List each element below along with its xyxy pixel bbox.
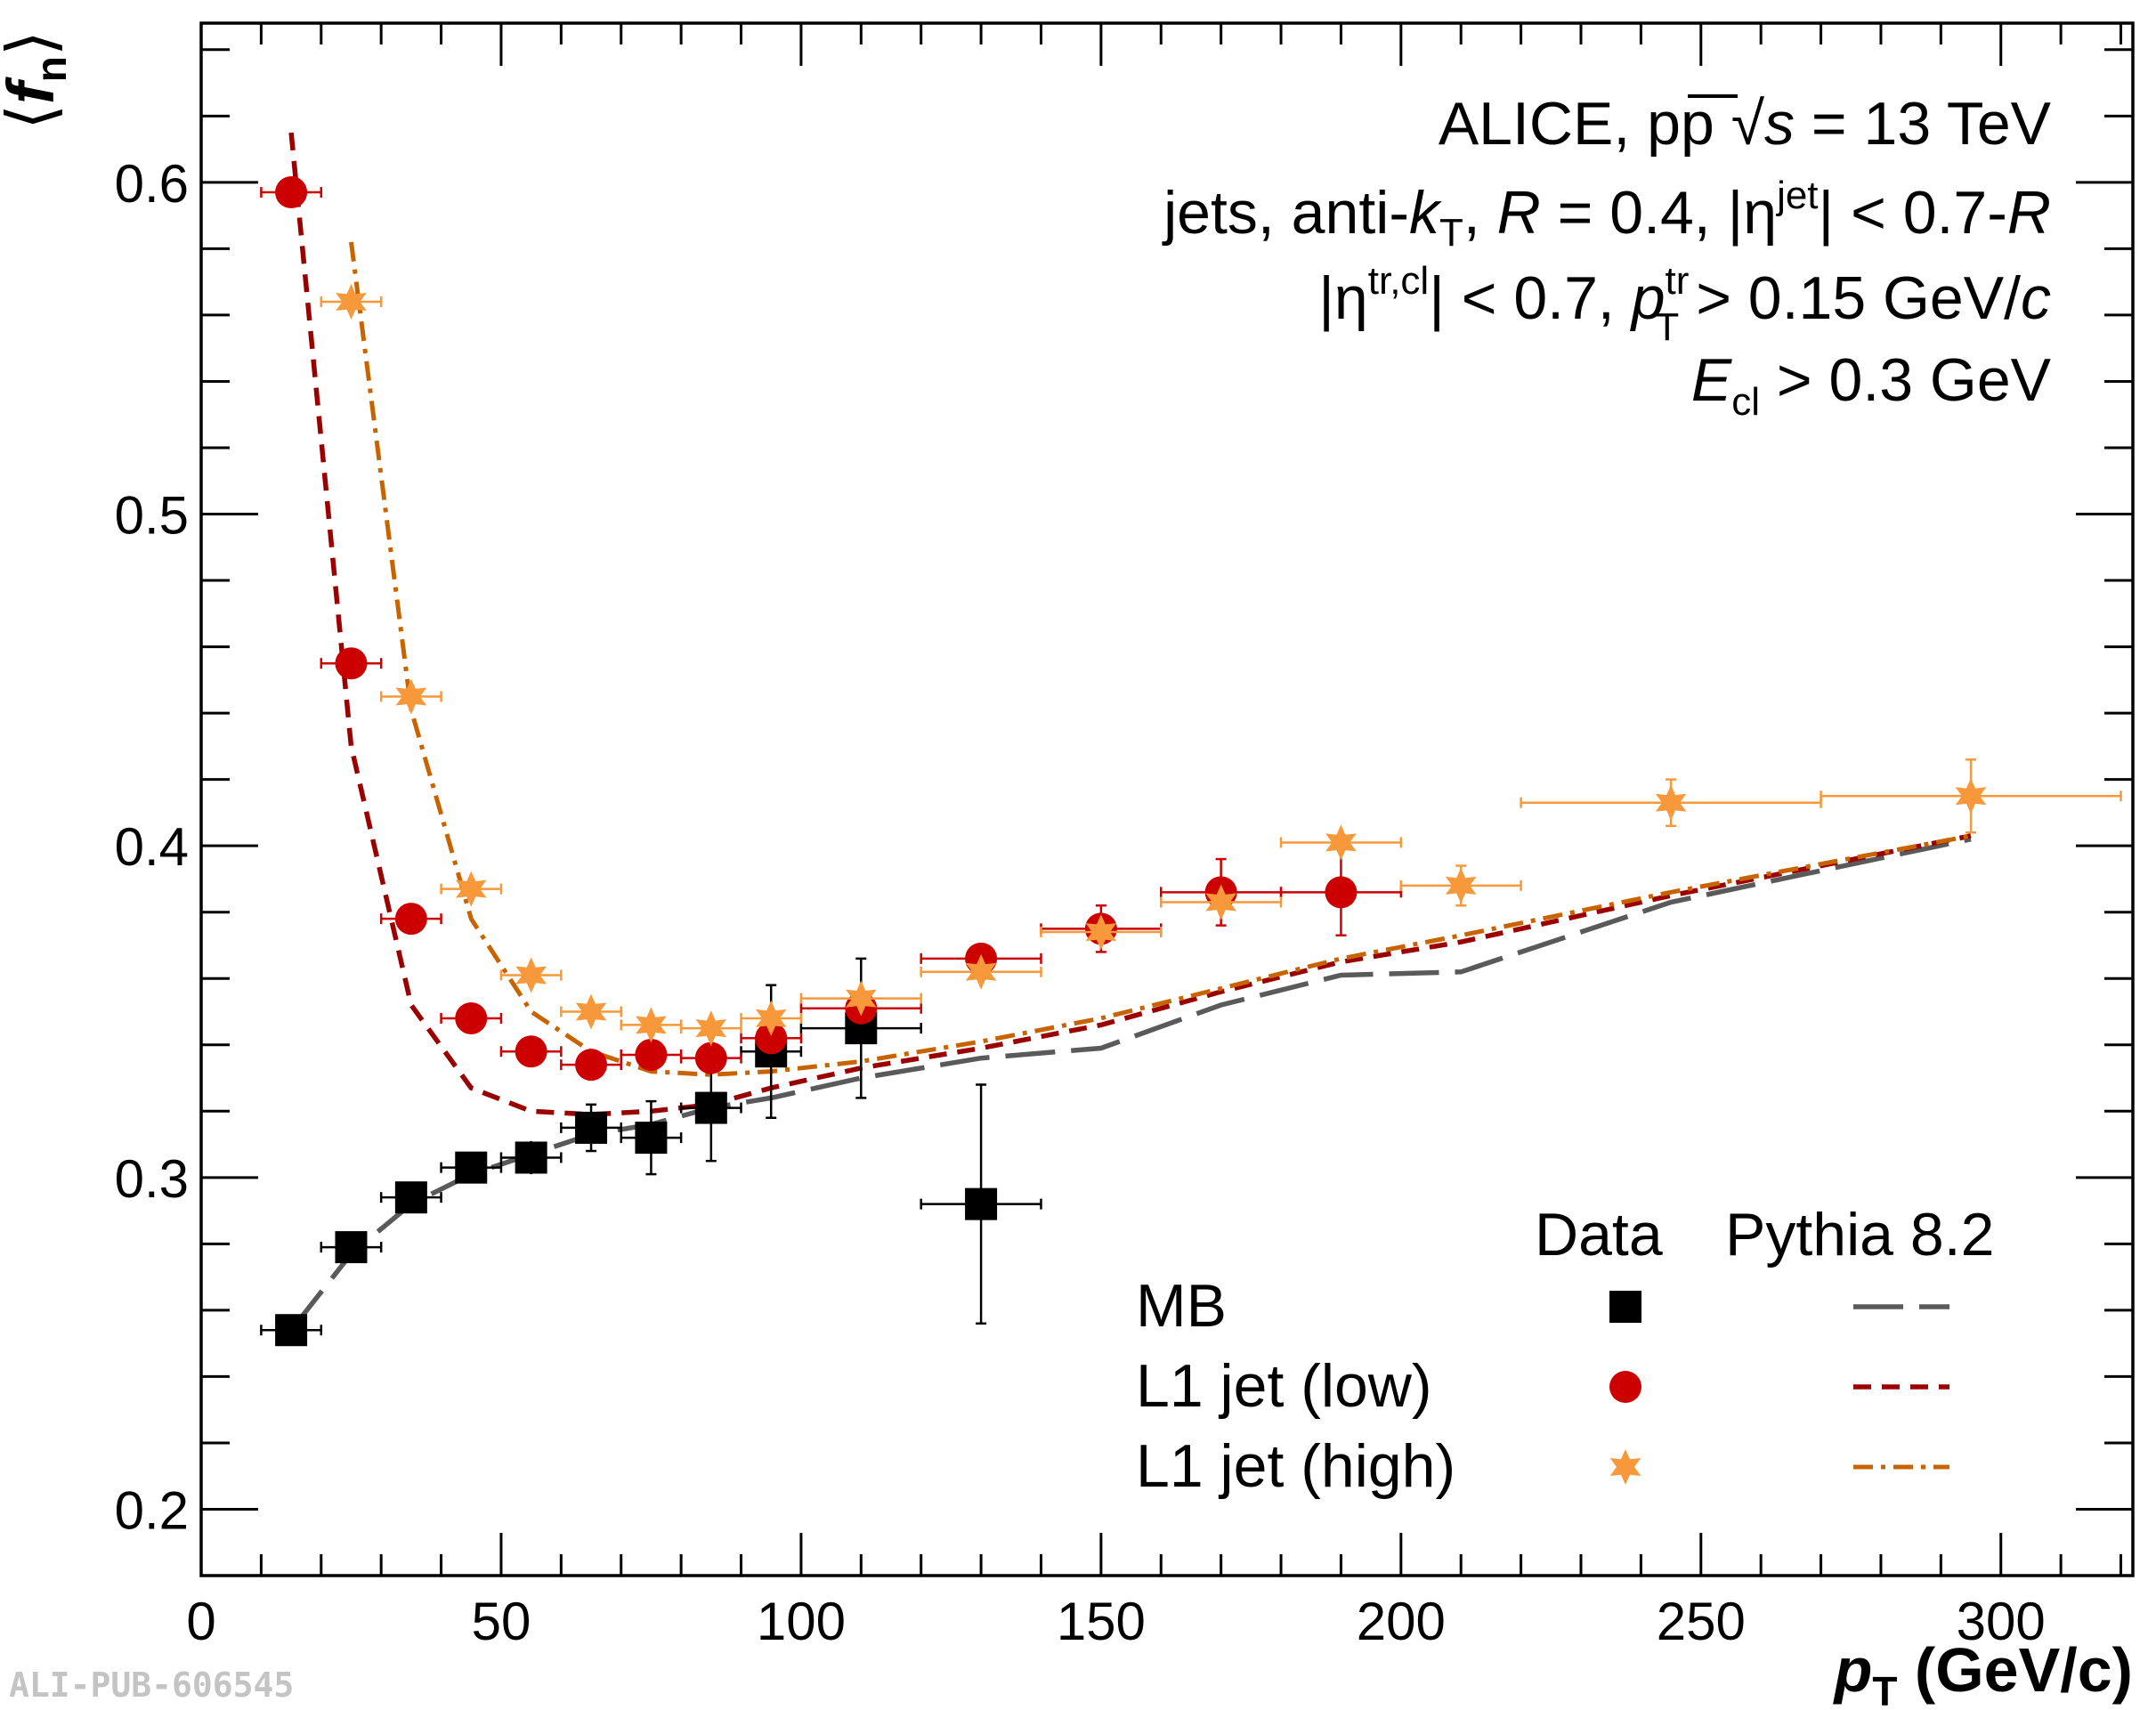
x-axis-label-sub: T (1872, 1668, 1897, 1710)
x-tick-label: 50 (472, 1592, 531, 1651)
data-point (1325, 876, 1358, 909)
data-point (1655, 784, 1687, 821)
x-axis-label-main: p (1833, 1635, 1873, 1705)
legend-marker (1609, 1371, 1641, 1403)
publication-id: ALI-PUB-606545 (9, 1665, 294, 1705)
x-tick-label: 150 (1057, 1592, 1146, 1651)
data-point (635, 1122, 668, 1155)
minor-ticks (201, 23, 2133, 1577)
data-point (455, 871, 487, 907)
data-point (965, 1187, 998, 1220)
major-ticks (201, 23, 2133, 1576)
data-point (335, 1231, 368, 1264)
legend-marker (1609, 1291, 1641, 1323)
data-point (275, 1314, 308, 1347)
annotation-line-1: ALICE, pp √s = 13 TeV (1439, 90, 2052, 158)
sqrt-symbol: √ (1731, 90, 1765, 158)
annotation-line-3: |ηtr,cl| < 0.7, ptr T > 0.15 GeV/c (1318, 259, 2051, 349)
legend-header-data: Data (1535, 1201, 1663, 1268)
y-tick-label: 0.2 (115, 1480, 189, 1540)
y-tick-label: 0.4 (115, 817, 189, 877)
x-axis-label: pT (GeV/c) (1833, 1635, 2133, 1710)
legend-markers (1609, 1291, 1949, 1485)
data-point (515, 1141, 547, 1174)
annotation-line-2: jets, anti-kT, R = 0.4, |ηjet| < 0.7-R (1162, 174, 2051, 255)
x-tick-label: 200 (1357, 1592, 1446, 1651)
annotation-line-4: Ecl > 0.3 GeV (1691, 346, 2052, 424)
x-tick-label: 250 (1657, 1592, 1746, 1651)
data-point (455, 1001, 488, 1034)
tick-labels: 0 50 100 150 200 250 300 0.2 0.3 0.4 0.5 0.6 (115, 154, 2046, 1651)
data-point (336, 284, 367, 320)
series-2 (320, 284, 2122, 1047)
x-axis-label-unit: (GeV/c) (1915, 1635, 2133, 1705)
data-point (965, 953, 997, 990)
legend-label-high: L1 jet (high) (1136, 1432, 1455, 1500)
data-point (394, 903, 427, 936)
data-point (695, 1010, 727, 1047)
data-point (1325, 824, 1357, 861)
y-tick-label: 0.6 (115, 154, 189, 214)
data-point (575, 1111, 608, 1144)
y-tick-label: 0.3 (115, 1149, 189, 1209)
data-point (636, 1007, 667, 1043)
data-point (1955, 778, 1987, 814)
data-point (694, 1091, 727, 1124)
legend-label-low: L1 jet (low) (1136, 1352, 1432, 1420)
model-curve-2 (349, 241, 1972, 1077)
data-point (755, 1022, 788, 1055)
data-point (755, 1000, 787, 1036)
plot-frame (199, 21, 2135, 1577)
data-point (635, 1038, 668, 1071)
x-tick-label: 300 (1957, 1592, 2046, 1651)
data-point (275, 176, 308, 209)
data-point (1205, 884, 1236, 920)
data-point (515, 957, 547, 993)
data-point (395, 678, 427, 715)
x-tick-label: 0 (186, 1592, 215, 1651)
legend: Data Pythia 8.2 MB L1 jet (low) L1 jet (… (1136, 1201, 1994, 1500)
data-point (575, 993, 607, 1030)
data-point (335, 647, 368, 680)
data-point (1085, 914, 1117, 951)
data-point (694, 1041, 727, 1074)
legend-header-model: Pythia 8.2 (1725, 1201, 1994, 1268)
y-axis-label-sub: n (28, 56, 76, 82)
y-tick-label: 0.5 (115, 486, 189, 546)
data-point (846, 980, 877, 1017)
annotation-block: ALICE, pp √s = 13 TeV jets, anti-kT, R =… (1162, 90, 2052, 424)
x-tick-label: 100 (757, 1592, 846, 1651)
data-point (455, 1151, 488, 1184)
data-markers (260, 176, 2122, 1347)
legend-label-mb: MB (1136, 1272, 1227, 1340)
data-point (575, 1049, 608, 1082)
data-point (515, 1035, 547, 1068)
legend-marker (1609, 1449, 1641, 1485)
data-point (1445, 867, 1477, 904)
data-point (394, 1181, 427, 1214)
